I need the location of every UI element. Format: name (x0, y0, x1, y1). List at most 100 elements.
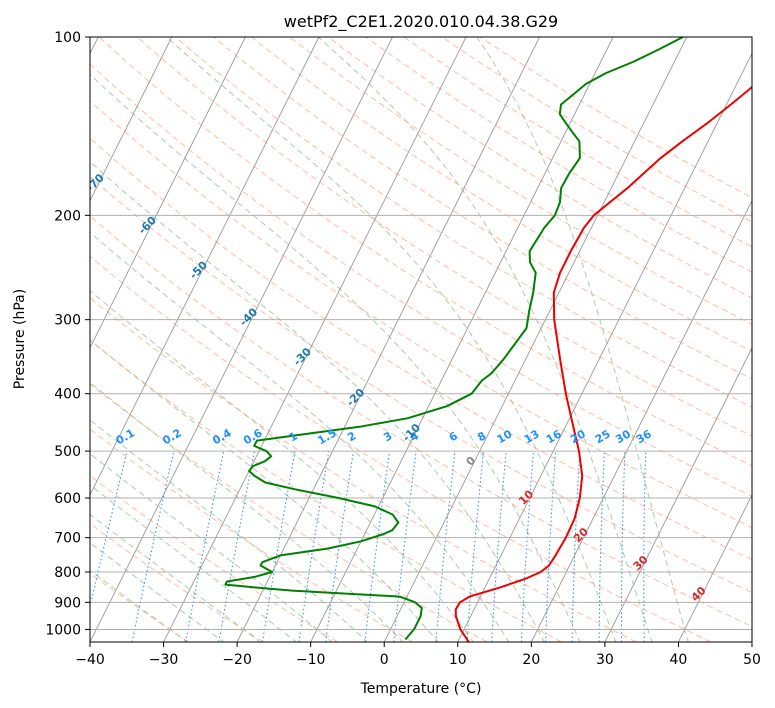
mixing-ratio-label: 0.2 (160, 426, 183, 447)
x-tick-label: 10 (449, 652, 467, 668)
mixing-ratio-label: 0.6 (241, 426, 265, 447)
isotherm-label: -90 (0, 84, 3, 107)
mixing-ratio-line (643, 451, 647, 642)
y-tick-label: 600 (54, 491, 81, 507)
dry-adiabat-line (327, 37, 752, 299)
dry-adiabat-line (479, 37, 752, 199)
dry-adiabat-line (90, 339, 562, 642)
dry-adiabat-line (251, 37, 752, 352)
mixing-ratio-label: 2 (345, 429, 358, 444)
y-tick-label: 400 (54, 387, 81, 403)
y-tick-label: 100 (54, 30, 81, 46)
y-tick-label: 1000 (45, 622, 81, 638)
mixing-ratio-label: 25 (593, 427, 613, 446)
dry-adiabat-line (90, 100, 752, 529)
mixing-ratio-label: 20 (568, 427, 588, 446)
isotherms (90, 37, 752, 642)
dry-adiabat-line (90, 215, 752, 628)
dewpoint-profile (224, 37, 684, 641)
mixing-ratio-line (598, 451, 605, 642)
mixing-ratio-label: 13 (522, 427, 542, 446)
plot-area: 0.10.20.40.611.52346810131620253036-100-… (0, 37, 752, 642)
y-tick-label: 300 (54, 313, 81, 329)
y-axis-title: Pressure (hPa) (12, 289, 28, 389)
x-tick-label: 30 (596, 652, 614, 668)
x-tick-label: 20 (522, 652, 540, 668)
isopleth-labels: 0.10.20.40.611.52346810131620253036-100-… (0, 84, 709, 604)
y-tick-label: 900 (54, 595, 81, 611)
moist-adiabat-line (476, 37, 689, 642)
dry-adiabat-line (90, 255, 712, 642)
isotherm-line (163, 37, 467, 642)
x-tick-label: 0 (380, 652, 389, 668)
mixing-ratio-line (491, 451, 507, 642)
isotherm-label: -80 (32, 127, 55, 150)
y-axis-ticks: 1000 900 800 700 600 500 400 300 200 100 (45, 30, 90, 638)
isotherm-line (90, 37, 320, 496)
isotherm-line (90, 37, 246, 349)
x-axis-ticks: −40 −30 −20 −10 0 10 20 30 40 50 (75, 642, 761, 668)
x-tick-label: −30 (149, 652, 179, 668)
dry-adiabat-line (403, 37, 752, 248)
mixing-ratio-line (621, 451, 626, 642)
dry-adiabat-line (90, 523, 264, 642)
mixing-ratio-label: 10 (495, 427, 515, 446)
dry-adiabat-line (90, 475, 339, 642)
y-tick-label: 500 (54, 444, 81, 460)
warm-isotherm-label: 0 (464, 454, 479, 469)
mixing-ratio-label: 3 (381, 429, 394, 444)
x-tick-label: 50 (743, 652, 761, 668)
moist-adiabat-line (90, 419, 368, 642)
temperature-profile (454, 85, 752, 642)
dry-adiabat-line (136, 37, 752, 437)
mixing-ratio-line (185, 450, 225, 642)
mixing-ratio-label: 0.4 (210, 426, 234, 447)
moist-adiabat-line (90, 73, 581, 642)
isotherm-line (90, 37, 393, 642)
x-tick-label: −20 (222, 652, 252, 668)
moist-adiabat-line (90, 290, 474, 642)
x-axis-title: Temperature (°C) (360, 681, 482, 697)
mixing-ratio-line (298, 451, 330, 642)
y-tick-label: 700 (54, 531, 81, 547)
profile-series (224, 37, 752, 642)
mixing-ratio-line (435, 451, 456, 642)
mixing-ratio-lines (90, 450, 647, 642)
isotherm-line (530, 199, 752, 642)
isotherm-line (236, 37, 541, 642)
y-tick-label: 200 (54, 208, 81, 224)
moist-adiabat-line (90, 339, 439, 642)
moist-adiabat-line (90, 231, 510, 642)
mixing-ratio-line (262, 451, 296, 642)
mixing-ratio-label: 0.1 (114, 426, 137, 447)
moist-adiabat-line (317, 37, 653, 642)
mixing-ratio-line (393, 451, 417, 642)
dry-adiabat-line (90, 428, 413, 642)
pressure-gridlines (90, 37, 752, 630)
moist-adiabat-line (90, 569, 188, 642)
mixing-ratio-label: 6 (447, 429, 460, 444)
moist-adiabat-line (166, 37, 617, 642)
mixing-ratio-line (131, 450, 175, 642)
isotherm-line (751, 640, 752, 642)
dry-adiabat-line (365, 37, 752, 273)
isotherm-line (383, 37, 688, 642)
mixing-ratio-label: 16 (544, 427, 564, 446)
moist-adiabat-line (90, 542, 225, 642)
isotherm-line (604, 346, 752, 642)
dry-adiabat-line (90, 176, 752, 594)
moist-adiabat-line (90, 381, 404, 642)
mixing-ratio-label: 1 (287, 429, 300, 444)
dry-adiabat-line (90, 137, 752, 561)
plot-frame (89, 36, 753, 643)
mixing-ratio-line (364, 451, 391, 642)
isotherm-line (678, 493, 752, 642)
moist-adiabat-line (90, 453, 333, 642)
moist-adiabats (90, 37, 689, 642)
x-tick-label: −10 (296, 652, 326, 668)
dry-adiabat-line (289, 37, 752, 325)
chart-title: wetPf2_C2E1.2020.010.04.38.G29 (284, 12, 558, 32)
y-tick-label: 800 (54, 565, 81, 581)
isotherm-line (90, 37, 173, 202)
